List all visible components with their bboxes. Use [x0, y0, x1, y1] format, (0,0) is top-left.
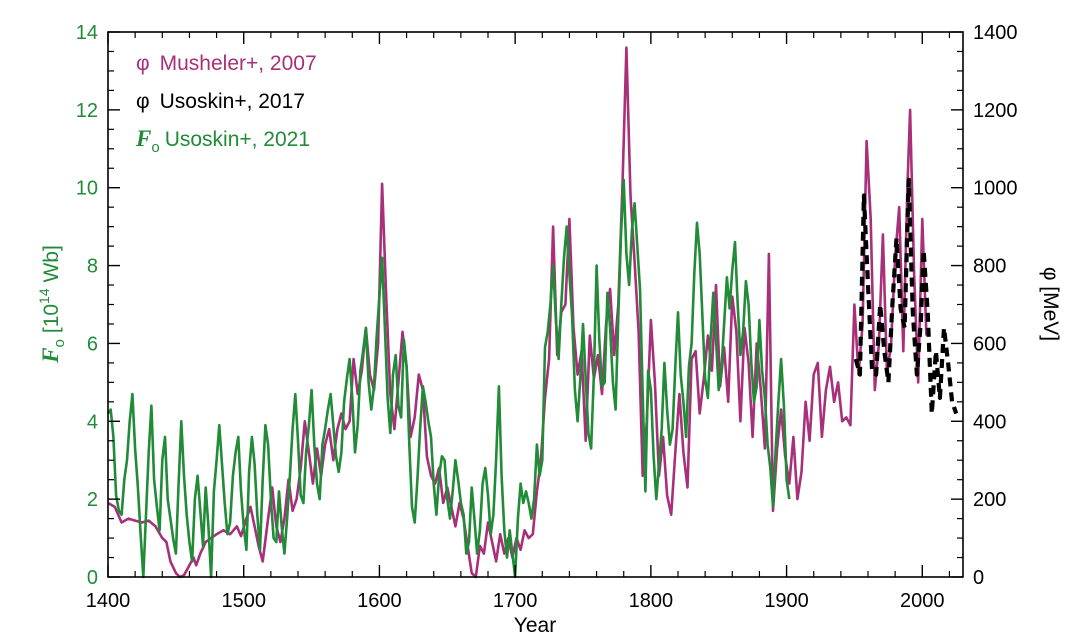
y-left-tick-label: 14	[76, 22, 98, 44]
y-axis-right-title: φ [MeV]	[1039, 267, 1062, 341]
y-left-tick-label: 2	[87, 489, 98, 511]
series-line-2	[106, 178, 791, 579]
legend-symbol-phi: φ	[136, 52, 150, 75]
y-left-title-unit: Wb]	[40, 245, 63, 288]
x-tick-label: 1500	[221, 590, 266, 612]
legend-label: Musheler+, 2007	[160, 52, 317, 75]
legend-entry-musheler: φ Musheler+, 2007	[136, 52, 317, 75]
y-left-title-sup: 14	[36, 288, 52, 304]
legend-symbol-sub: o	[151, 139, 159, 156]
x-tick-label: 1900	[764, 590, 809, 612]
legend-label: Usoskin+, 2017	[160, 90, 305, 113]
x-tick-label: 1800	[629, 590, 674, 612]
y-left-tick-label: 0	[87, 567, 98, 589]
x-axis-title: Year	[514, 614, 556, 637]
series-layer	[106, 46, 959, 579]
ticks-layer: 1400 1500 1600 1700 1800 1900 2000024681012140…	[76, 22, 1018, 612]
y-left-title-sub: o	[51, 339, 68, 347]
y-left-tick-label: 10	[76, 178, 98, 200]
y-left-tick-label: 12	[76, 100, 98, 122]
x-tick-label: 1400	[86, 590, 131, 612]
y-right-tick-label: 0	[973, 567, 984, 589]
y-right-tick-label: 200	[973, 489, 1006, 511]
y-left-tick-label: 4	[87, 411, 98, 433]
x-tick-label: 1600	[357, 590, 402, 612]
y-right-tick-label: 1000	[973, 178, 1018, 200]
y-left-tick-label: 8	[87, 256, 98, 278]
series-line-1	[853, 177, 959, 416]
legend-label: Usoskin+, 2021	[165, 128, 310, 151]
y-axis-left-title: Fo [1014 Wb]	[36, 245, 68, 364]
y-right-tick-label: 1200	[973, 100, 1018, 122]
x-tick-label: 1700	[493, 590, 538, 612]
legend-entry-usoskin-2017: φ Usoskin+, 2017	[136, 90, 305, 113]
y-right-tick-label: 1400	[973, 22, 1018, 44]
x-tick-label: 2000	[900, 590, 945, 612]
y-right-tick-label: 600	[973, 333, 1006, 355]
y-right-tick-label: 400	[973, 411, 1006, 433]
legend: φ Musheler+, 2007 φ Usoskin+, 2017 Fo Usosk…	[135, 52, 317, 156]
y-left-title-symbol: F	[38, 347, 63, 363]
legend-symbol-f: F	[135, 126, 151, 151]
legend-entry-usoskin-2021: Fo Usoskin+, 2021	[135, 126, 310, 156]
svg-text:Fo[1014 Wb]: Fo [1014 Wb]	[36, 245, 68, 364]
legend-symbol-phi: φ	[136, 90, 150, 113]
y-left-tick-label: 6	[87, 333, 98, 355]
y-right-tick-label: 800	[973, 256, 1006, 278]
y-left-title-text: [10	[40, 304, 63, 333]
